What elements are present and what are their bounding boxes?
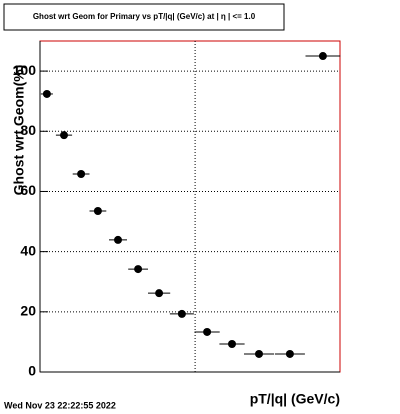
data-point bbox=[285, 349, 294, 358]
data-point bbox=[318, 52, 327, 61]
data-point bbox=[60, 131, 68, 140]
data-point bbox=[134, 265, 143, 274]
data-point bbox=[155, 289, 164, 298]
y-axis-label: Ghost wrt Geom(%) bbox=[11, 65, 27, 196]
data-point bbox=[228, 340, 236, 349]
y-tick-label: 40 bbox=[20, 242, 36, 258]
x-axis-label: pT/|q| (GeV/c) bbox=[250, 391, 340, 407]
y-tick-label: 20 bbox=[20, 303, 36, 319]
footer: Wed Nov 23 22:22:55 2022 bbox=[4, 400, 116, 410]
chart-title: Ghost wrt Geom for Primary vs pT/|q| (Ge… bbox=[33, 12, 256, 21]
y-tick-label: 100 bbox=[13, 62, 37, 78]
y-tick-label: 80 bbox=[20, 122, 36, 138]
y-tick-label: 60 bbox=[20, 182, 36, 198]
y-tick-label: 0 bbox=[28, 363, 36, 379]
data-point bbox=[177, 309, 186, 318]
data-point bbox=[93, 207, 102, 216]
data-point bbox=[203, 327, 212, 336]
data-point bbox=[255, 349, 263, 358]
data-point bbox=[42, 89, 51, 98]
plot-frame bbox=[39, 40, 341, 373]
data-point bbox=[114, 235, 122, 244]
data-point bbox=[77, 170, 86, 179]
title-box bbox=[3, 3, 285, 31]
